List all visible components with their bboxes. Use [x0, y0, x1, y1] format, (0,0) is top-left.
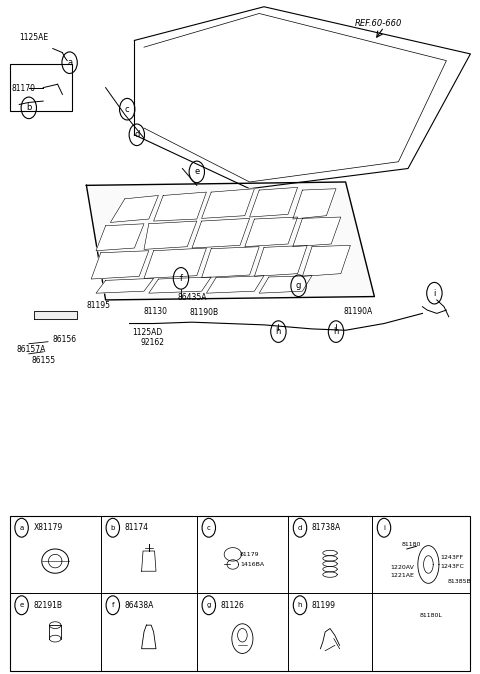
- Polygon shape: [96, 278, 154, 293]
- Polygon shape: [86, 182, 374, 300]
- Polygon shape: [96, 224, 144, 251]
- Text: e: e: [20, 603, 24, 608]
- Polygon shape: [245, 217, 298, 247]
- Text: e: e: [194, 167, 199, 177]
- Text: f: f: [180, 274, 182, 283]
- Text: h: h: [276, 327, 281, 336]
- Text: 81170: 81170: [12, 84, 36, 94]
- Text: 92162: 92162: [141, 338, 165, 347]
- Text: 81174: 81174: [125, 523, 149, 532]
- Polygon shape: [144, 221, 197, 249]
- Polygon shape: [206, 276, 264, 293]
- Text: 1220AV: 1220AV: [390, 565, 414, 570]
- Text: 81180: 81180: [402, 542, 421, 547]
- Polygon shape: [259, 276, 312, 293]
- Text: 1416BA: 1416BA: [240, 562, 264, 567]
- Text: 1125AE: 1125AE: [19, 34, 48, 42]
- Text: 1243FF: 1243FF: [441, 555, 464, 560]
- Polygon shape: [202, 247, 259, 278]
- Polygon shape: [293, 189, 336, 219]
- Text: 81130: 81130: [144, 307, 168, 316]
- Text: 81126: 81126: [221, 601, 245, 610]
- Text: g: g: [296, 281, 301, 290]
- Text: 81195: 81195: [86, 301, 110, 311]
- Text: 86157A: 86157A: [17, 345, 46, 355]
- Text: c: c: [125, 104, 130, 114]
- Text: 86435A: 86435A: [178, 293, 207, 303]
- Bar: [10, 64, 72, 111]
- Text: 81190A: 81190A: [343, 307, 372, 316]
- Text: 86155: 86155: [31, 356, 55, 365]
- Bar: [10, 516, 470, 671]
- Text: f: f: [111, 603, 114, 608]
- Text: h: h: [298, 603, 302, 608]
- Polygon shape: [202, 189, 254, 218]
- Text: 1221AE: 1221AE: [390, 574, 414, 578]
- Text: 81190B: 81190B: [190, 308, 219, 317]
- Text: 81385B: 81385B: [447, 579, 471, 584]
- Text: d: d: [298, 525, 302, 530]
- Text: i: i: [433, 288, 435, 298]
- Text: h: h: [333, 327, 339, 336]
- Polygon shape: [34, 311, 77, 319]
- Text: 81180L: 81180L: [420, 613, 442, 617]
- Text: i: i: [383, 525, 385, 530]
- Text: 86156: 86156: [53, 334, 77, 344]
- Polygon shape: [91, 251, 149, 279]
- Polygon shape: [149, 277, 211, 293]
- Text: g: g: [206, 603, 211, 608]
- Text: 81199: 81199: [312, 601, 336, 610]
- Text: 1125AD: 1125AD: [132, 328, 162, 337]
- Polygon shape: [110, 195, 158, 222]
- Text: d: d: [134, 130, 140, 140]
- Text: 1243FC: 1243FC: [441, 564, 464, 569]
- Text: 81179: 81179: [240, 552, 260, 557]
- Polygon shape: [192, 218, 250, 248]
- Text: 81738A: 81738A: [312, 523, 341, 532]
- Polygon shape: [293, 217, 341, 247]
- Text: a: a: [20, 525, 24, 530]
- Polygon shape: [154, 192, 206, 221]
- Text: 82191B: 82191B: [34, 601, 62, 610]
- Text: X81179: X81179: [34, 523, 63, 532]
- Polygon shape: [254, 245, 307, 276]
- Text: b: b: [110, 525, 115, 530]
- Polygon shape: [250, 187, 298, 217]
- Text: a: a: [67, 58, 72, 67]
- Text: c: c: [207, 525, 211, 530]
- Text: b: b: [26, 103, 32, 113]
- Polygon shape: [302, 245, 350, 276]
- Text: 86438A: 86438A: [125, 601, 154, 610]
- Text: REF.60-660: REF.60-660: [355, 19, 403, 28]
- Polygon shape: [144, 248, 206, 278]
